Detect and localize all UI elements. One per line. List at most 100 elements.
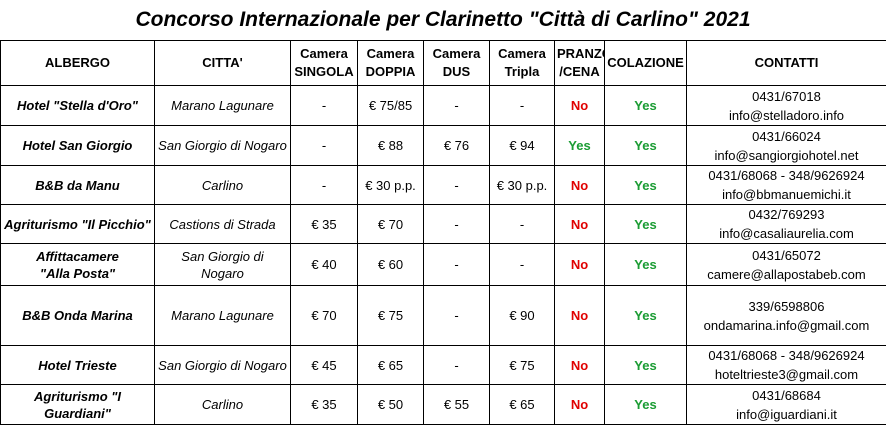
price-tripla-cell: - — [489, 204, 555, 244]
header-doppia-line1: Camera — [366, 46, 415, 61]
contact-email: info@iguardiani.it — [736, 406, 837, 422]
header-doppia: Camera DOPPIA — [357, 40, 424, 86]
table-row: Hotel "Stella d'Oro" Marano Lagunare - € 75… — [0, 85, 886, 126]
price-tripla: - — [519, 98, 525, 113]
header-colazione: COLAZIONE — [604, 40, 687, 86]
price-tripla-cell: € 30 p.p. — [489, 165, 555, 205]
colazione-cell: Yes — [604, 243, 687, 286]
price-dus-cell: - — [423, 85, 490, 126]
city-cell: San Giorgio di Nogaro — [154, 243, 291, 286]
price-singola: - — [321, 177, 327, 193]
header-pranzo: PRANZO/CENA — [554, 40, 605, 86]
price-singola: € 35 — [311, 397, 337, 412]
price-doppia-cell: € 50 — [357, 384, 424, 425]
city-name: Carlino — [201, 177, 244, 193]
hotel-name: Hotel Trieste — [38, 357, 117, 373]
contact-phone: 0431/68068 - 348/9626924 — [708, 348, 865, 363]
price-singola-cell: € 45 — [290, 345, 358, 385]
price-doppia: € 50 — [377, 397, 404, 412]
pranzo-value: No — [570, 357, 589, 373]
price-singola: € 70 — [311, 308, 337, 323]
price-tripla-cell: - — [489, 243, 555, 286]
colazione-cell: Yes — [604, 204, 687, 244]
colazione-value: Yes — [634, 138, 657, 153]
pranzo-value: No — [570, 308, 589, 323]
header-dus-line2: DUS — [442, 64, 471, 79]
price-singola: € 45 — [311, 357, 337, 373]
contact-phone: 0431/65072 — [752, 247, 821, 263]
pranzo-value: No — [570, 216, 589, 232]
pranzo-cell: No — [554, 243, 605, 286]
hotel-name: Affittacamere — [36, 248, 119, 264]
price-tripla: € 65 — [509, 397, 535, 412]
price-tripla-cell: € 90 — [489, 285, 555, 346]
price-tripla: - — [519, 257, 525, 272]
header-doppia-line2: DOPPIA — [365, 64, 416, 79]
city-name: Castions di Strada — [169, 216, 276, 232]
header-dus-line1: Camera — [432, 46, 481, 61]
price-doppia: € 88 — [377, 138, 404, 153]
price-singola-cell: € 40 — [290, 243, 358, 286]
price-singola-cell: - — [290, 125, 358, 166]
contact-cell: 0431/68068 - 348/9626924 info@bbmanuemich… — [686, 165, 886, 205]
contact-cell: 339/6598806 ondamarina.info@gmail.com — [686, 285, 886, 346]
price-dus-cell: - — [423, 165, 490, 205]
contact-cell: 0431/65072 camere@allapostabeb.com — [686, 243, 886, 286]
city-name: San Giorgio di — [181, 248, 264, 264]
price-tripla: € 75 — [509, 357, 535, 373]
price-dus: - — [454, 98, 459, 113]
hotel-name-line2: "Alla Posta" — [39, 265, 116, 281]
header-singola: Camera SINGOLA — [290, 40, 358, 86]
price-tripla-cell: - — [489, 85, 555, 126]
price-tripla-cell: € 75 — [489, 345, 555, 385]
contact-phone: 339/6598806 — [748, 298, 825, 314]
price-doppia: € 30 p.p. — [365, 177, 416, 193]
header-tripla: Camera Tripla — [489, 40, 555, 86]
price-doppia-cell: € 70 — [357, 204, 424, 244]
city-cell: San Giorgio di Nogaro — [154, 125, 291, 166]
header-pranzo-line1: PRANZO — [557, 46, 604, 61]
price-tripla: - — [519, 216, 525, 232]
price-doppia-cell: € 75 — [357, 285, 424, 346]
table-row: Hotel Trieste San Giorgio di Nogaro € 45 € … — [0, 345, 886, 385]
price-doppia: € 60 — [377, 257, 404, 272]
colazione-value: Yes — [634, 98, 657, 113]
table-row: B&B da Manu Carlino - € 30 p.p. - € 30 p.p. No… — [0, 165, 886, 205]
city-cell: Marano Lagunare — [154, 285, 291, 346]
pranzo-value: No — [570, 177, 589, 193]
pranzo-cell: No — [554, 345, 605, 385]
hotel-name-cell: B&B da Manu — [0, 165, 155, 205]
pranzo-value: No — [570, 257, 589, 272]
colazione-cell: Yes — [604, 125, 687, 166]
price-tripla: € 30 p.p. — [496, 177, 548, 193]
header-contatti-label: CONTATTI — [754, 55, 819, 70]
price-doppia: € 70 — [377, 216, 404, 232]
city-cell: Marano Lagunare — [154, 85, 291, 126]
hotel-name-cell: B&B Onda Marina — [0, 285, 155, 346]
price-doppia: € 75 — [377, 308, 404, 323]
hotel-name-cell: Agriturismo "I Guardiani" — [0, 384, 155, 425]
pranzo-cell: No — [554, 204, 605, 244]
price-doppia-cell: € 88 — [357, 125, 424, 166]
price-singola: € 35 — [311, 216, 337, 232]
price-dus: - — [454, 357, 459, 373]
header-tripla-line1: Camera — [498, 46, 546, 61]
pranzo-cell: No — [554, 85, 605, 126]
price-singola: - — [321, 98, 327, 113]
colazione-cell: Yes — [604, 384, 687, 425]
header-pranzo-line2: /CENA — [559, 64, 600, 79]
price-dus: € 76 — [443, 138, 470, 153]
pranzo-cell: No — [554, 165, 605, 205]
price-singola-cell: € 35 — [290, 204, 358, 244]
colazione-value: Yes — [634, 397, 657, 412]
colazione-value: Yes — [634, 257, 657, 272]
city-cell: San Giorgio di Nogaro — [154, 345, 291, 385]
hotel-name-line2: Guardiani" — [44, 405, 111, 421]
hotel-name: Agriturismo "Il Picchio" — [4, 216, 151, 232]
city-name: San Giorgio di Nogaro — [158, 138, 287, 153]
price-dus-cell: - — [423, 204, 490, 244]
table-row: Affittacamere "Alla Posta" San Giorgio di N… — [0, 243, 886, 286]
header-contatti: CONTATTI — [686, 40, 886, 86]
table-header-row: ALBERGO CITTA' Camera SINGOLA Camera DOPPI… — [0, 40, 886, 86]
price-doppia: € 75/85 — [368, 98, 413, 113]
